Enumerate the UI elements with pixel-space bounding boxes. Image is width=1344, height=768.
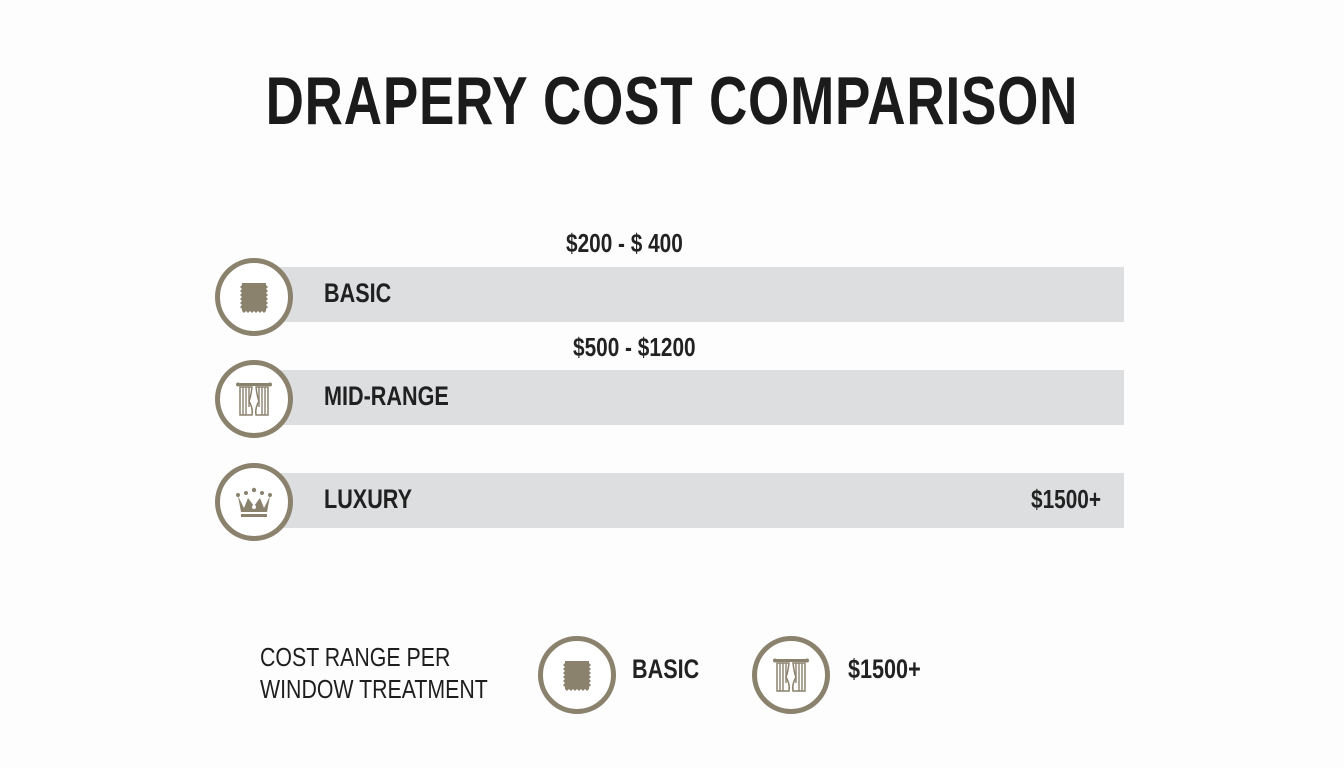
range-label-mid-range: $500 - $1200 — [573, 332, 696, 362]
legend-label-luxury: $1500+ — [848, 654, 921, 684]
tier-label-luxury: LUXURY — [324, 484, 413, 514]
bar-mid-range — [252, 370, 1124, 425]
postage-stamp-icon — [563, 661, 591, 691]
curtains-icon — [236, 382, 272, 416]
range-label-basic: $200 - $ 400 — [566, 228, 683, 258]
legend-curtains-icon-badge — [752, 636, 830, 714]
crown-icon — [236, 487, 272, 517]
legend-title: COST RANGE PER WINDOW TREATMENT — [260, 641, 488, 705]
basic-icon-badge — [215, 258, 293, 336]
legend-label-basic: BASIC — [632, 654, 700, 684]
page-title: DRAPERY COST COMPARISON — [265, 63, 1079, 139]
bar-luxury — [252, 473, 1124, 528]
legend-title-line2: WINDOW TREATMENT — [260, 674, 488, 704]
legend-title-line1: COST RANGE PER — [260, 642, 451, 672]
postage-stamp-icon — [240, 283, 268, 313]
luxury-icon-badge — [215, 463, 293, 541]
tier-label-mid-range: MID-RANGE — [324, 381, 449, 411]
mid-range-icon-badge — [215, 360, 293, 438]
chart-title: DRAPERY COST COMPARISON — [0, 62, 1344, 140]
tier-label-basic: BASIC — [324, 278, 392, 308]
bar-basic — [252, 267, 1124, 322]
curtains-icon — [773, 658, 809, 692]
range-label-luxury: $1500+ — [1031, 484, 1101, 514]
legend-basic-icon-badge — [538, 636, 616, 714]
